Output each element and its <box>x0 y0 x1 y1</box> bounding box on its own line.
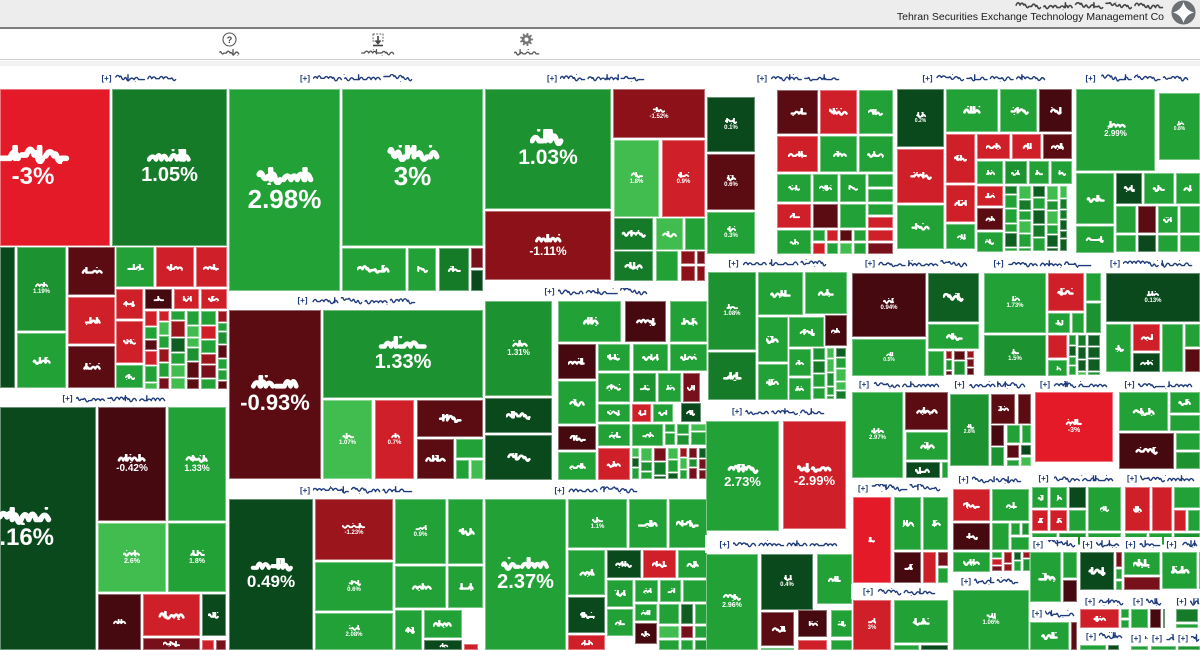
svg-text:?: ? <box>226 35 232 45</box>
